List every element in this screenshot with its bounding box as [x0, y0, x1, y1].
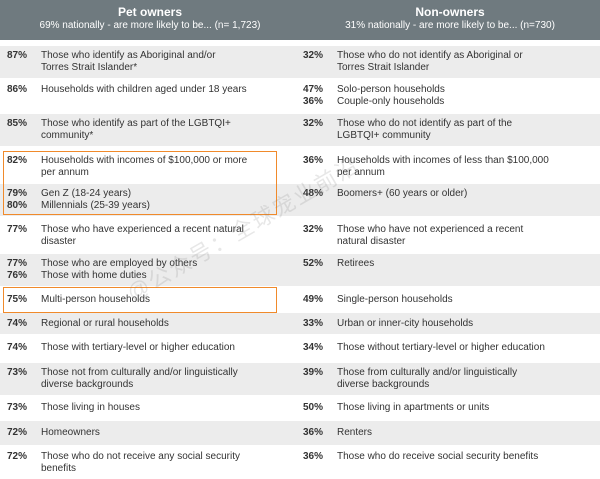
right-percentage: 34%: [303, 342, 324, 353]
left-description: Households with incomes of $100,000 or m…: [41, 155, 248, 166]
right-description: Households with incomes of less than $10…: [337, 155, 549, 166]
left-percentage: 74%: [7, 342, 28, 353]
left-percentage: 72%: [7, 451, 28, 462]
right-percentage: 52%: [303, 258, 324, 269]
left-description: Those not from culturally and/or linguis…: [41, 367, 238, 378]
right-percentage: 32%: [303, 118, 324, 129]
left-description: Those who do not receive any social secu…: [41, 451, 240, 462]
non-owners-title: Non-owners: [415, 5, 485, 19]
right-description: Boomers+ (60 years or older): [337, 188, 468, 199]
left-description: Households with children aged under 18 y…: [41, 84, 247, 95]
left-percentage: 74%: [7, 318, 28, 329]
left-description: benefits: [41, 463, 77, 474]
right-description: natural disaster: [337, 236, 406, 247]
left-description: Those who identify as Aboriginal and/or: [41, 50, 216, 61]
table-row: 86% Households with children aged under 1…: [0, 80, 600, 112]
right-description: Those who have not experienced a recent: [337, 224, 524, 235]
table-row: 82% Households with incomes of $100,000 o…: [0, 150, 600, 183]
left-description: Torres Strait Islander*: [41, 62, 138, 73]
right-percentage: 39%: [303, 367, 324, 378]
left-percentage: 86%: [7, 84, 28, 95]
table-row: 73% Those living in houses 50% Those living…: [0, 397, 600, 419]
pet-owners-subtitle: 69% nationally - are more likely to be..…: [39, 20, 261, 31]
right-description: Those from culturally and/or linguistica…: [337, 367, 518, 378]
right-description: Retirees: [337, 258, 375, 269]
left-description: Those with home duties: [41, 270, 147, 281]
non-owners-header: Non-owners 31% nationally - are more lik…: [300, 5, 600, 33]
table-header: Pet owners 69% nationally - are more lik…: [0, 0, 600, 40]
right-percentage: 36%: [303, 451, 324, 462]
left-description: Those who are employed by others: [41, 258, 198, 269]
left-description: Regional or rural households: [41, 318, 169, 329]
right-description: Renters: [337, 427, 373, 438]
right-description: Single-person households: [337, 294, 453, 305]
left-percentage: 73%: [7, 367, 28, 378]
pet-owners-title: Pet owners: [117, 5, 183, 19]
right-percentage: 36%: [303, 155, 324, 166]
table-row: 72% Homeowners 36% Renters: [0, 421, 600, 445]
right-percentage: 33%: [303, 318, 324, 329]
table-row: 72% Those who do not receive any social s…: [0, 446, 600, 479]
left-percentage: 72%: [7, 427, 28, 438]
table-row: 74% Those with tertiary-level or higher e…: [0, 337, 600, 359]
right-description: LGBTQI+ community: [337, 130, 431, 141]
right-description: Those who do not identify as Aboriginal …: [337, 50, 523, 61]
right-percentage: 49%: [303, 294, 324, 305]
left-percentage: 73%: [7, 402, 28, 413]
left-description: Homeowners: [41, 427, 100, 438]
left-description: Those with tertiary-level or higher educ…: [41, 342, 235, 353]
right-description: Solo-person households: [337, 84, 445, 95]
pet-owners-header: Pet owners 69% nationally - are more lik…: [0, 5, 300, 33]
left-percentage: 87%: [7, 50, 28, 61]
left-percentage: 80%: [7, 200, 28, 211]
right-percentage: 50%: [303, 402, 324, 413]
right-percentage: 32%: [303, 224, 324, 235]
table-row: 85% Those who identify as part of the LGB…: [0, 114, 600, 146]
right-description: Torres Strait Islander: [337, 62, 430, 73]
right-percentage: 32%: [303, 50, 324, 61]
right-description: Couple-only households: [337, 96, 445, 107]
left-description: Millennials (25-39 years): [41, 200, 150, 211]
table-row: 77% Those who are employed by others 76% Th…: [0, 254, 600, 286]
left-description: community*: [41, 130, 94, 141]
table-row: 73% Those not from culturally and/or ling…: [0, 363, 600, 395]
left-description: Those who have experienced a recent natu…: [41, 224, 244, 235]
left-percentage: 82%: [7, 155, 28, 166]
right-description: Those who do not identify as part of the: [337, 118, 513, 129]
table-row: 79% Gen Z (18-24 years) 80% Millennials (25…: [0, 184, 600, 216]
non-owners-subtitle: 31% nationally - are more likely to be..…: [345, 20, 555, 31]
left-percentage: 75%: [7, 294, 28, 305]
right-description: Those living in apartments or units: [337, 402, 490, 413]
right-percentage: 47%: [303, 84, 324, 95]
right-description: Those without tertiary-level or higher e…: [337, 342, 545, 353]
left-description: diverse backgrounds: [41, 379, 134, 390]
right-description: Urban or inner-city households: [337, 318, 474, 329]
left-percentage: 76%: [7, 270, 28, 281]
left-description: Gen Z (18-24 years): [41, 188, 132, 199]
left-description: disaster: [41, 236, 77, 247]
left-percentage: 77%: [7, 258, 28, 269]
right-percentage: 36%: [303, 427, 324, 438]
left-description: Those living in houses: [41, 402, 140, 413]
left-percentage: 77%: [7, 224, 28, 235]
table-row: 74% Regional or rural households 33% Urban …: [0, 313, 600, 334]
right-percentage: 48%: [303, 188, 324, 199]
left-description: Multi-person households: [41, 294, 150, 305]
left-description: per annum: [41, 167, 89, 178]
right-description: diverse backgrounds: [337, 379, 430, 390]
table-row: 75% Multi-person households 49% Single-pers…: [0, 288, 600, 312]
right-percentage: 36%: [303, 96, 324, 107]
left-percentage: 85%: [7, 118, 28, 129]
right-description: Those who do receive social security ben…: [337, 451, 539, 462]
right-description: per annum: [337, 167, 385, 178]
left-description: Those who identify as part of the LGBTQI…: [41, 118, 231, 129]
table-row: 77% Those who have experienced a recent n…: [0, 220, 600, 252]
left-percentage: 79%: [7, 188, 28, 199]
table-row: 87% Those who identify as Aboriginal and/…: [0, 46, 600, 78]
